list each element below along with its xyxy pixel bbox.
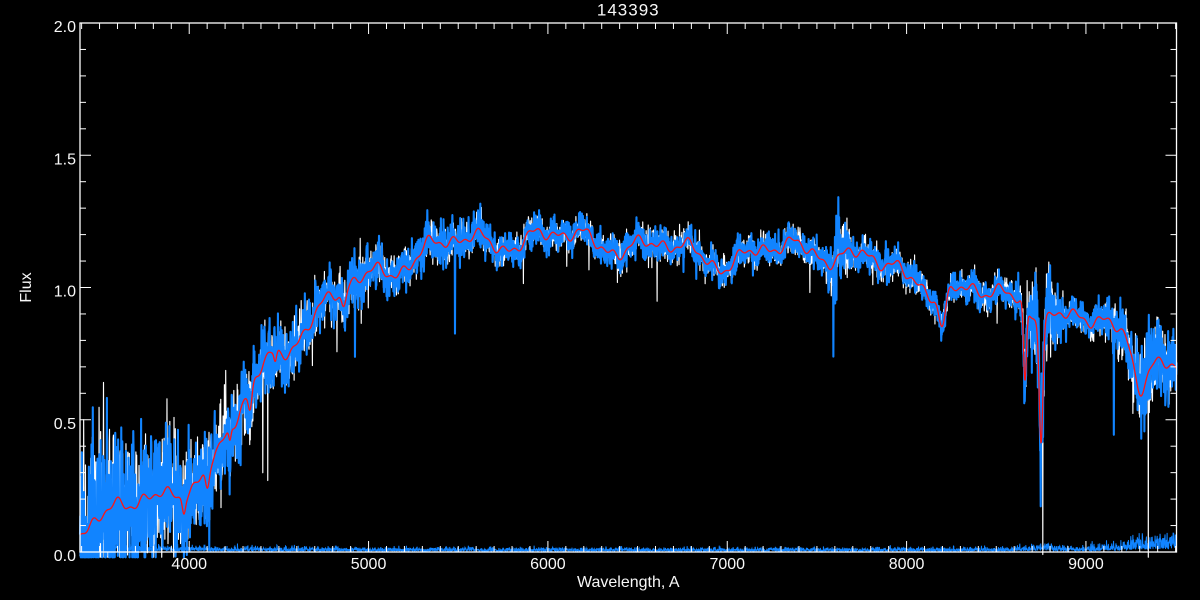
svg-text:6000: 6000 bbox=[530, 556, 566, 573]
svg-text:1.0: 1.0 bbox=[54, 284, 76, 301]
svg-text:8000: 8000 bbox=[889, 556, 925, 573]
svg-text:Wavelength, A: Wavelength, A bbox=[577, 574, 680, 591]
svg-text:Flux: Flux bbox=[18, 272, 35, 302]
svg-text:0.0: 0.0 bbox=[54, 548, 76, 565]
svg-text:2.0: 2.0 bbox=[54, 19, 76, 36]
svg-text:4000: 4000 bbox=[171, 556, 207, 573]
svg-text:5000: 5000 bbox=[351, 556, 387, 573]
svg-text:0.5: 0.5 bbox=[54, 416, 76, 433]
svg-text:9000: 9000 bbox=[1068, 556, 1104, 573]
svg-text:1.5: 1.5 bbox=[54, 151, 76, 168]
svg-text:7000: 7000 bbox=[709, 556, 745, 573]
svg-text:143393: 143393 bbox=[597, 1, 660, 20]
